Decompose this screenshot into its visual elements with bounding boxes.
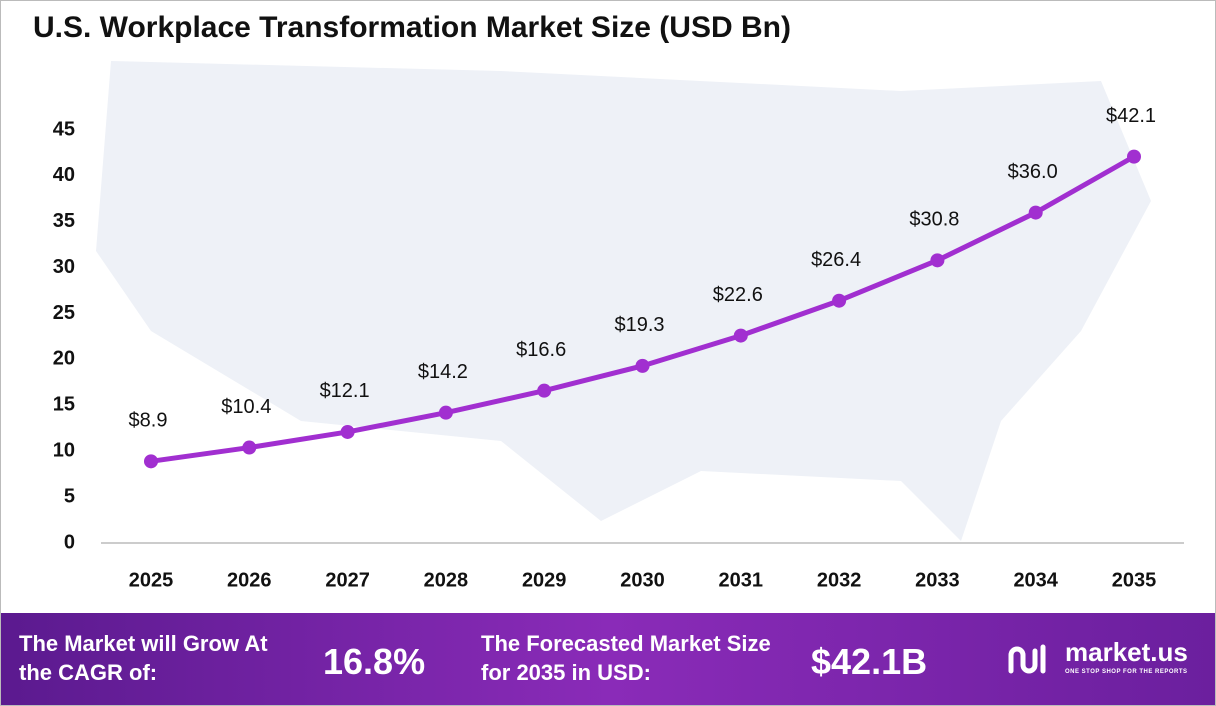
- data-label: $14.2: [418, 361, 468, 383]
- data-label: $26.4: [811, 249, 861, 271]
- data-label: $16.6: [516, 339, 566, 361]
- brand: market.us: [1065, 637, 1188, 667]
- data-point: [930, 253, 945, 268]
- data-point: [340, 424, 355, 439]
- data-label: $10.4: [221, 396, 271, 418]
- data-point: [537, 383, 552, 398]
- x-tick-label: 2035: [1112, 569, 1157, 591]
- y-tick-label: 40: [53, 164, 75, 186]
- footer-banner: The Market will Grow At the CAGR of: 16.…: [1, 613, 1215, 705]
- y-tick-label: 10: [53, 440, 75, 462]
- y-tick-label: 35: [53, 210, 75, 232]
- data-point: [1028, 205, 1043, 220]
- data-point: [242, 440, 257, 455]
- cagr-value: 16.8%: [323, 641, 426, 682]
- brand-logo: [1008, 644, 1046, 674]
- forecast-value: $42.1B: [811, 641, 928, 682]
- y-tick-label: 15: [53, 394, 75, 416]
- x-tick-label: 2034: [1013, 569, 1058, 591]
- cagr-label: The Market will Grow At the CAGR of:: [19, 631, 268, 685]
- y-tick-label: 25: [53, 302, 75, 324]
- y-tick-label: 45: [53, 118, 75, 140]
- data-label: $8.9: [129, 410, 168, 432]
- data-label: $19.3: [614, 314, 664, 336]
- data-label: $22.6: [713, 284, 763, 306]
- chart-title: U.S. Workplace Transformation Market Siz…: [33, 11, 791, 44]
- data-point: [832, 293, 847, 308]
- x-tick-label: 2031: [719, 569, 764, 591]
- x-tick-label: 2026: [227, 569, 272, 591]
- map-background: [96, 61, 1151, 541]
- y-tick-label: 20: [53, 348, 75, 370]
- data-label: $42.1: [1106, 105, 1156, 127]
- y-tick-label: 30: [53, 256, 75, 278]
- data-label: $30.8: [909, 209, 959, 231]
- x-tick-label: 2028: [424, 569, 469, 591]
- data-point: [144, 454, 158, 469]
- x-tick-label: 2025: [129, 569, 174, 591]
- chart: U.S. Workplace Transformation Market Siz…: [33, 11, 1184, 591]
- x-tick-label: 2027: [325, 569, 370, 591]
- data-point: [733, 328, 748, 343]
- data-label: $36.0: [1008, 161, 1058, 183]
- y-tick-label: 5: [64, 485, 75, 507]
- x-tick-label: 2032: [817, 569, 862, 591]
- tagline: ONE STOP SHOP FOR THE REPORTS: [1065, 669, 1188, 675]
- data-point: [1127, 149, 1141, 164]
- data-point: [635, 358, 650, 373]
- y-tick-label: 0: [64, 531, 75, 553]
- data-point: [438, 405, 453, 420]
- x-tick-label: 2030: [620, 569, 665, 591]
- x-tick-label: 2033: [915, 569, 960, 591]
- x-tick-label: 2029: [522, 569, 567, 591]
- forecast-label: The Forecasted Market Size for 2035 in U…: [481, 631, 771, 685]
- data-label: $12.1: [320, 380, 370, 402]
